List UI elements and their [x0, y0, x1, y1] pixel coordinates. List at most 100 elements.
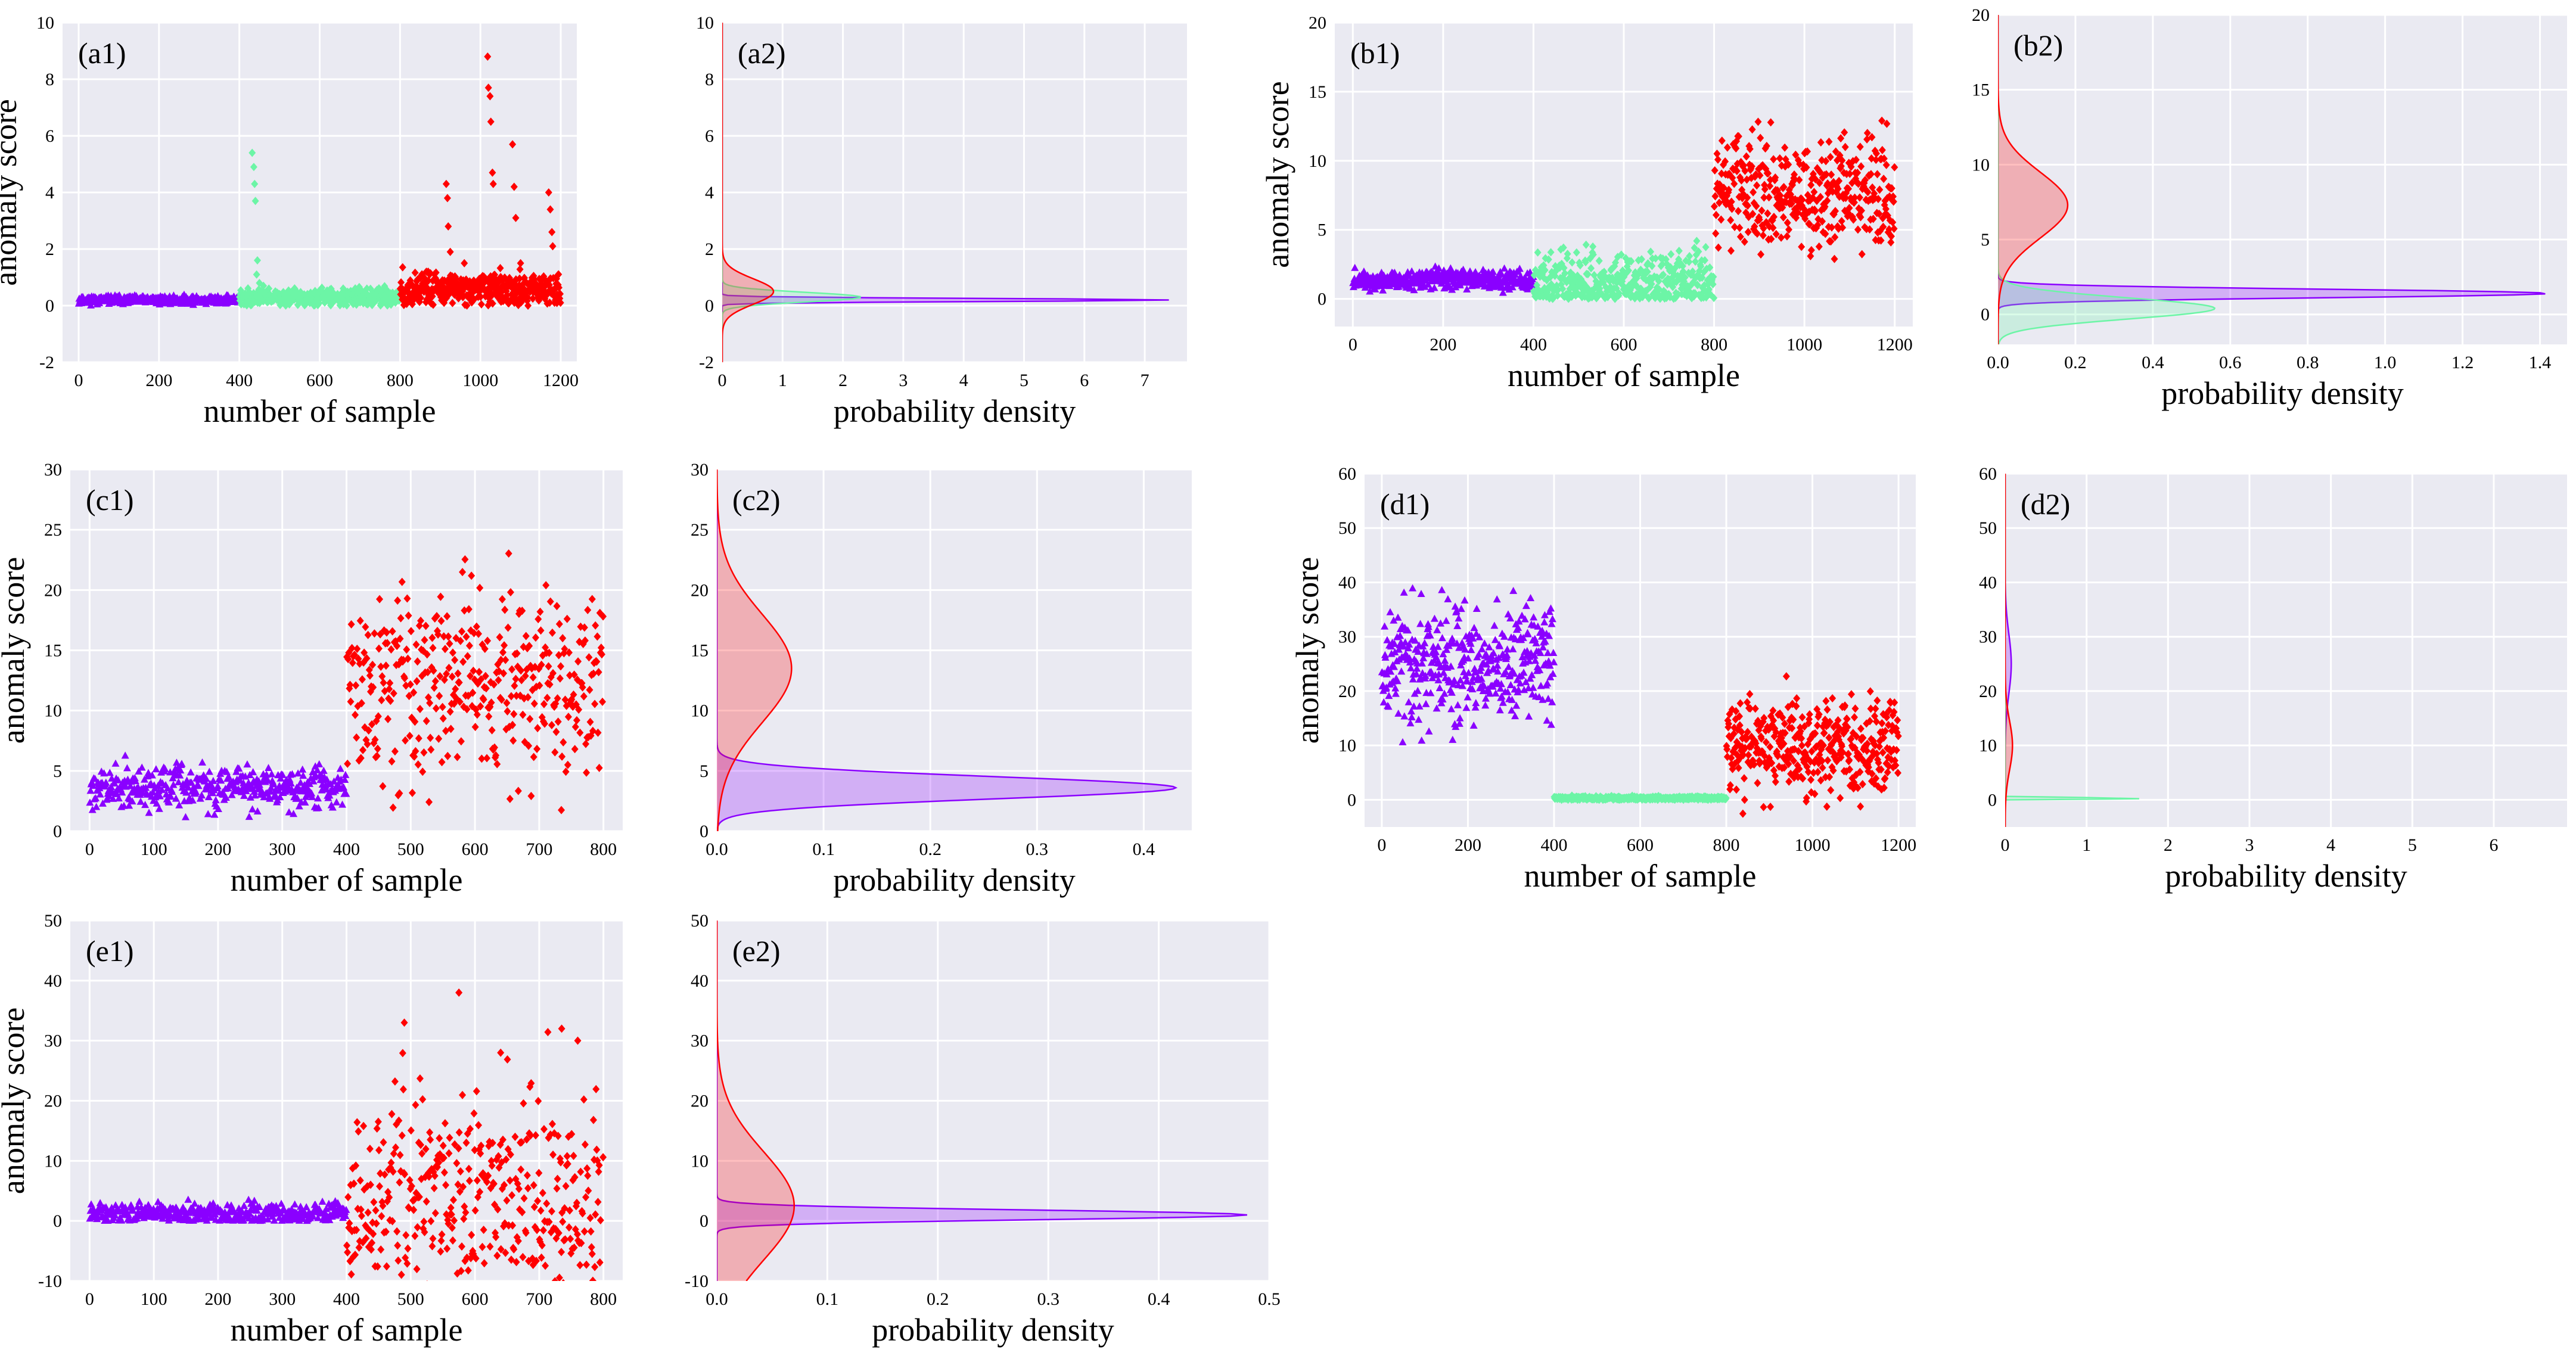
- series-normal: [1349, 262, 1537, 296]
- data-point: [149, 788, 157, 795]
- data-point: [1679, 262, 1686, 270]
- data-point: [386, 685, 393, 694]
- data-point: [1452, 607, 1461, 614]
- data-point: [347, 697, 355, 706]
- data-point: [1471, 703, 1480, 711]
- data-point: [1711, 166, 1719, 175]
- data-point: [593, 632, 601, 641]
- x-tick-label: 800: [590, 839, 617, 859]
- data-point: [473, 622, 480, 631]
- data-point: [513, 649, 521, 658]
- data-point: [1396, 632, 1404, 639]
- data-point: [92, 794, 100, 801]
- data-point: [248, 805, 257, 813]
- data-point: [1789, 715, 1797, 724]
- data-point: [1385, 692, 1393, 699]
- data-point: [1548, 615, 1556, 623]
- data-point: [481, 644, 489, 653]
- data-point: [1523, 646, 1531, 654]
- data-point: [1615, 289, 1623, 298]
- data-point: [251, 179, 259, 188]
- data-point: [1528, 671, 1536, 679]
- data-point: [1530, 613, 1538, 621]
- data-point: [1806, 710, 1813, 719]
- data-point: [415, 734, 422, 743]
- data-point: [1475, 650, 1483, 658]
- data-point: [128, 797, 136, 805]
- data-point: [521, 671, 529, 680]
- data-point: [1837, 161, 1845, 170]
- data-point: [428, 633, 436, 642]
- data-point: [1529, 683, 1537, 691]
- data-point: [299, 772, 307, 779]
- data-point: [454, 669, 462, 678]
- data-point: [1735, 763, 1742, 772]
- data-point: [130, 774, 139, 782]
- data-point: [209, 776, 217, 784]
- panel-label: (e1): [86, 934, 134, 968]
- data-point: [1441, 657, 1449, 664]
- data-point: [546, 680, 554, 689]
- data-point: [432, 268, 440, 277]
- y-tick-label: 4: [705, 183, 714, 203]
- data-point: [1525, 657, 1533, 664]
- data-point: [210, 810, 219, 818]
- data-point: [1876, 185, 1884, 194]
- data-point: [213, 782, 222, 789]
- data-point: [1511, 712, 1520, 720]
- data-point: [129, 1206, 137, 1214]
- data-point: [1872, 704, 1879, 713]
- data-point: [211, 1210, 219, 1218]
- data-point: [1490, 665, 1498, 673]
- data-point: [509, 720, 517, 729]
- data-point: [187, 768, 195, 776]
- data-point: [424, 276, 432, 285]
- density-fill-normal: [717, 469, 1176, 831]
- data-point: [1647, 247, 1655, 256]
- data-point: [1752, 201, 1760, 210]
- data-point: [1741, 795, 1748, 804]
- x-tick-label: 1: [778, 371, 787, 390]
- data-point: [1543, 679, 1552, 687]
- y-tick-label: 60: [1338, 464, 1356, 484]
- data-point: [1770, 716, 1778, 725]
- data-point: [313, 766, 321, 773]
- data-point: [558, 752, 566, 761]
- data-point: [394, 596, 402, 605]
- data-point: [1837, 794, 1844, 803]
- data-point: [268, 770, 276, 778]
- data-point: [551, 748, 559, 757]
- data-point: [1810, 769, 1817, 778]
- data-point: [399, 263, 406, 272]
- data-point: [1822, 170, 1830, 179]
- data-point: [1437, 699, 1446, 707]
- data-point: [595, 763, 603, 772]
- data-point: [1489, 268, 1497, 275]
- data-point: [1733, 167, 1741, 176]
- density-fill-fault-class-2: [717, 469, 792, 831]
- x-axis-label: number of sample: [231, 1312, 463, 1348]
- data-point: [1829, 694, 1837, 702]
- data-point: [439, 714, 447, 723]
- data-point: [489, 179, 497, 188]
- data-point: [1741, 237, 1748, 246]
- data-point: [1522, 602, 1530, 610]
- data-point: [168, 788, 176, 795]
- series-fault-class-2: [1710, 116, 1898, 263]
- data-point: [1757, 133, 1764, 142]
- plot-marks: [1349, 116, 1898, 303]
- data-point: [1733, 785, 1741, 794]
- chart-e1: 0 100 200 300 400 500 600 700 800-1001020304050(…: [0, 911, 623, 1348]
- y-tick-label: 20: [1972, 5, 1990, 25]
- data-point: [285, 808, 293, 816]
- data-point: [1496, 684, 1505, 692]
- data-point: [1887, 238, 1895, 247]
- y-tick-label: 20: [1338, 682, 1356, 701]
- data-point: [387, 645, 395, 654]
- data-point: [1780, 763, 1788, 772]
- data-point: [1489, 649, 1497, 657]
- data-point: [545, 188, 552, 197]
- data-point: [487, 117, 495, 126]
- x-tick-label: 800: [387, 371, 414, 390]
- data-point: [1421, 639, 1429, 646]
